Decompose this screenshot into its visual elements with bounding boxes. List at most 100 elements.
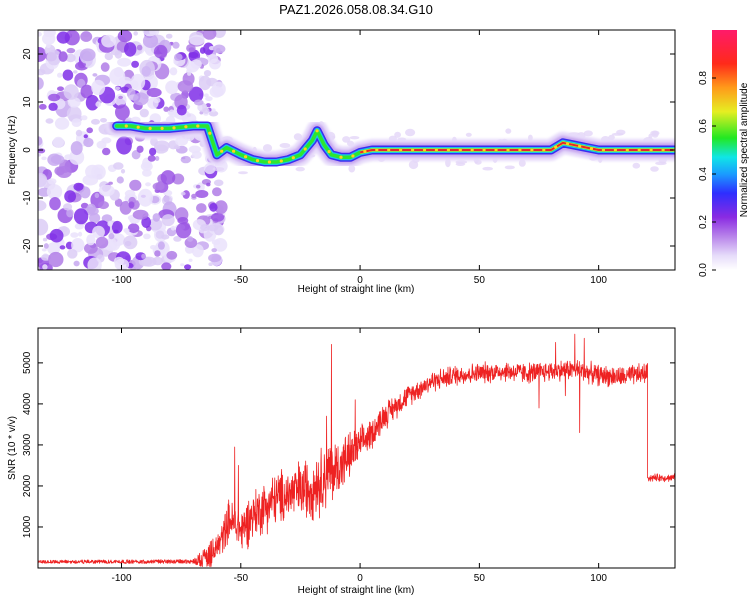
spectrogram-noise-blob <box>131 60 140 68</box>
spectrogram-noise-blob <box>104 52 114 61</box>
spectrogram-noise-blob <box>209 202 218 212</box>
spectrogram-y-tick-label: 0 <box>22 147 33 153</box>
ridge-node <box>661 148 665 152</box>
spectrogram-noise-blob <box>157 241 165 250</box>
spectrogram-noise-blob <box>169 67 178 76</box>
ridge-node <box>327 150 331 154</box>
spectrogram-noise-blob <box>170 225 176 231</box>
snr-y-tick-label: 5000 <box>22 351 33 374</box>
ridge-node <box>351 154 355 158</box>
spectrogram-noise-blob <box>65 53 76 63</box>
ridge-node <box>255 159 260 163</box>
spectrogram-noise-blob <box>66 47 76 54</box>
spectrogram-noise-blob <box>142 33 159 49</box>
snr-y-axis: 1000 2000 3000 4000 5000 <box>22 351 675 538</box>
spectrogram-faint-blob <box>504 165 515 170</box>
spectrogram-noise-blob <box>95 101 101 108</box>
spectrogram-noise-blob <box>98 184 115 197</box>
spectrogram-noise-blob <box>79 186 91 199</box>
spectrogram-noise-blob <box>205 96 213 102</box>
spectrogram-noise-blob <box>152 182 165 191</box>
spectrogram-noise-blob <box>50 154 65 165</box>
spectrogram-noise-blob <box>80 31 93 42</box>
spectrogram-faint-blob <box>632 162 641 169</box>
spectrogram-noise-blob <box>38 31 42 37</box>
colorbar-tick-label: 0.4 <box>698 167 709 181</box>
spectrogram-noise-blob <box>43 243 49 249</box>
spectrogram-noise-blob <box>197 104 203 111</box>
spectrogram-noise-blob <box>152 213 161 222</box>
spectrogram-noise-blob <box>41 156 47 161</box>
spectrogram-noise-blob <box>136 145 144 153</box>
spectrogram-faint-blob <box>405 128 416 137</box>
spectrogram-noise-blob <box>74 223 84 230</box>
spectrogram-noise-blob <box>73 260 80 267</box>
ridge-node <box>578 144 582 148</box>
spectrogram-noise-blob <box>113 162 124 170</box>
spectrogram-noise-blob <box>172 41 180 49</box>
spectrogram-noise-blob <box>66 208 74 218</box>
spectrogram-noise-blob <box>38 77 44 90</box>
spectrogram-noise-blob <box>211 212 225 222</box>
spectrogram-noise-blob <box>195 184 201 189</box>
spectrogram-noise-blob <box>83 137 94 148</box>
ridge-node <box>184 125 188 129</box>
spectrogram-noise-blob <box>38 153 41 157</box>
spectrogram-y-tick-label: -10 <box>22 190 33 205</box>
spectrogram-noise-blob <box>147 155 156 162</box>
spectrogram-noise-blob <box>91 118 100 125</box>
spectrogram-noise-blob <box>52 136 64 148</box>
spectrogram-noise-blob <box>199 47 206 54</box>
spectrogram-noise-blob <box>57 86 64 91</box>
spectrogram-noise-blob <box>56 166 72 178</box>
spectrogram-noise-blob <box>191 193 197 199</box>
spectrogram-noise-blob <box>120 86 130 93</box>
spectrogram-noise-blob <box>187 236 194 242</box>
spectrogram-noise-blob <box>129 179 142 191</box>
spectrogram-y-tick-label: 20 <box>22 48 33 60</box>
spectrogram-noise-blob <box>75 129 83 137</box>
spectrogram-noise-blob <box>113 256 125 266</box>
ridge-node <box>625 148 629 152</box>
ridge-node <box>482 148 486 152</box>
spectrogram-noise-blob <box>136 44 143 51</box>
spectrogram-noise-blob <box>114 198 123 207</box>
spectrogram-noise-blob <box>114 86 121 91</box>
spectrogram-noise-blob <box>86 234 96 246</box>
spectrogram-noise-blob <box>114 50 123 59</box>
spectrogram-noise-blob <box>73 70 78 74</box>
snr-frame <box>37 327 676 569</box>
spectrogram-noise-blob <box>49 228 64 243</box>
spectrogram-noise-blob <box>203 42 214 55</box>
spectrogram-noise-blob <box>38 136 43 146</box>
ridge-node <box>530 148 534 152</box>
spectrogram-noise-blob <box>184 264 192 270</box>
spectrogram-y-tick-label: -20 <box>22 238 33 253</box>
ridge-node <box>613 148 618 152</box>
spectrogram-faint-blob <box>608 134 615 141</box>
colorbar-tick-label: 0.6 <box>698 119 709 133</box>
spectrogram-noise-blob <box>125 195 130 200</box>
spectrogram-noise-blob <box>63 84 79 100</box>
snr-x-tick-label: -50 <box>234 573 249 584</box>
spectrogram-noise-blob <box>191 244 204 258</box>
spectrogram-noise-blob <box>38 218 49 236</box>
spectrogram-noise-blob <box>102 147 111 156</box>
spectrogram-noise-blob <box>196 203 207 213</box>
spectrogram-noise-blob <box>71 238 85 253</box>
ridge-node <box>315 129 319 133</box>
ridge-node <box>589 147 594 151</box>
spectrogram-faint-blob <box>455 162 466 167</box>
spectrogram-noise-blob <box>101 34 116 48</box>
spectrogram-faint-blob <box>394 131 401 138</box>
figure-title: PAZ1.2026.058.08.34.G10 <box>279 2 433 17</box>
spectrogram-noise-blob <box>155 230 165 239</box>
spectrogram-noise-blob <box>148 218 163 231</box>
spectrogram-noise-blob <box>207 224 219 232</box>
spectrogram-noise-blob <box>174 53 183 61</box>
spectrogram-noise-blob <box>85 94 99 111</box>
spectrogram-noise-blob <box>211 239 221 245</box>
snr-series-line <box>38 333 675 568</box>
spectrogram-noise-blob <box>38 173 48 187</box>
